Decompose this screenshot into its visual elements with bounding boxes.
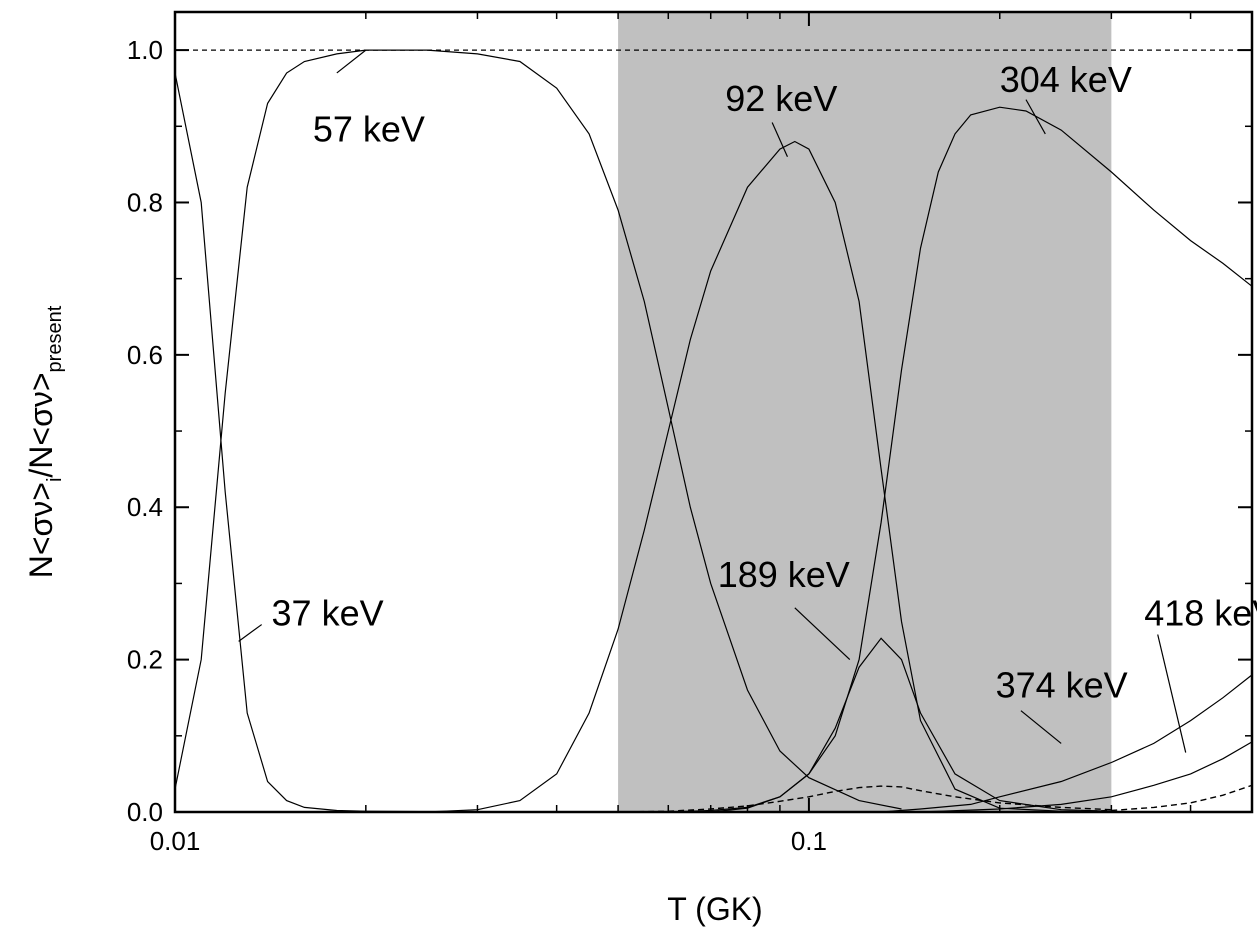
annotation-leader-92-kev (771, 122, 788, 158)
series-line-dashed-7 (618, 785, 1112, 813)
annotation-leader-37-kev (238, 624, 263, 642)
series-line-57-kev (174, 49, 902, 810)
plot-frame (173, 10, 1254, 814)
series-line-92-kev (427, 140, 1112, 813)
x-tick-label: 0.01 (150, 826, 201, 856)
y-tick-label: 0.2 (127, 645, 163, 675)
y-axis-title-sep: /N<σν> (23, 372, 59, 477)
annotation-57-kev: 57 keV (313, 109, 425, 150)
annotation-418-kev: 418 keV (1144, 592, 1257, 633)
annotation-189-kev: 189 keV (718, 554, 850, 595)
x-tick-label: 0.1 (791, 826, 827, 856)
y-tick-label: 0.6 (127, 340, 163, 370)
series-line-418-kev (920, 741, 1253, 813)
y-tick-label: 0.8 (127, 187, 163, 217)
annotation-leader-189-kev (794, 607, 851, 661)
y-axis-title-main: N<σν> (23, 482, 59, 578)
series-layer (174, 49, 1253, 813)
annotation-layer: 57 keV 37 keV 92 keV 304 keV 189 keV 374 keV 4… (238, 49, 1257, 753)
y-tick-label: 1.0 (127, 35, 163, 65)
y-axis-title-sub-present: present (44, 305, 66, 372)
annotation-374-kev: 374 keV (996, 665, 1128, 706)
y-tick-label: 0.4 (127, 492, 163, 522)
annotation-leader-304-kev (1025, 99, 1046, 135)
y-tick-label: 0.0 (127, 797, 163, 827)
annotation-92-kev: 92 keV (725, 78, 837, 119)
series-line-374-kev (881, 674, 1253, 813)
annotation-leader-374-kev (1020, 710, 1062, 744)
annotation-leader-418-kev (1157, 634, 1187, 753)
annotation-37-kev: 37 keV (272, 592, 384, 633)
series-line-304-kev (710, 106, 1253, 813)
tick-layer: 0.01 0.1 0.0 0.2 0.4 0.6 0.8 1.0 (127, 12, 1253, 856)
y-axis-title: N<σν>i/N<σν>present (23, 305, 66, 578)
series-line-37-kev (174, 72, 557, 813)
y-axis-title-sub-i: i (44, 478, 66, 482)
annotation-304-kev: 304 keV (1000, 59, 1132, 100)
shaded-region (618, 12, 1112, 812)
x-axis-title: T (GK) (667, 891, 762, 927)
annotation-leader-57-kev (336, 49, 367, 74)
